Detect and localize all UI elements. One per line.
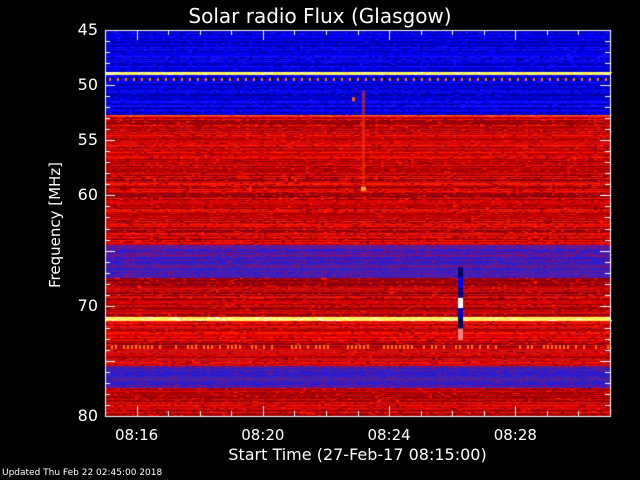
y-tick-label: 80 xyxy=(77,406,98,425)
y-tick-label: 60 xyxy=(77,185,98,205)
x-tick-label: 08:16 xyxy=(114,426,159,444)
updated-footer: Updated Thu Feb 22 02:45:00 2018 xyxy=(2,468,163,478)
y-tick-label: 70 xyxy=(77,295,98,315)
x-tick-label: 08:24 xyxy=(367,426,411,444)
y-tick-label: 45 xyxy=(77,20,98,39)
chart-title: Solar radio Flux (Glasgow) xyxy=(188,4,452,28)
y-tick-label: 55 xyxy=(77,130,98,150)
x-tick-label: 08:20 xyxy=(241,426,285,444)
y-tick-label: 50 xyxy=(77,75,98,95)
x-tick-label: 08:28 xyxy=(493,426,537,444)
x-axis-label: Start Time (27-Feb-17 08:15:00) xyxy=(228,445,487,464)
y-axis-label: Frequency [MHz] xyxy=(46,161,64,289)
